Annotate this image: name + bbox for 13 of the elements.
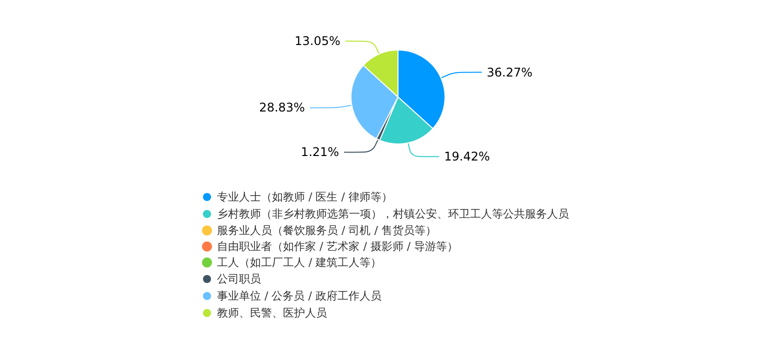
legend-label: 自由职业者（如作家 / 艺术家 / 摄影师 / 导游等） — [217, 240, 458, 253]
legend-label: 乡村教师（非乡村教师选第一项），村镇公安、环卫工人等公共服务人员 — [217, 208, 569, 220]
legend-label: 专业人士（如教师 / 医生 / 律师等） — [217, 190, 392, 204]
legend-label: 公司职员 — [217, 272, 261, 286]
legend-label: 服务业人员（餐饮服务员 / 司机 / 售货员等） — [217, 224, 436, 237]
data-label: 28.83% — [259, 100, 305, 115]
legend-label: 教师、民警、医护人员 — [217, 306, 327, 320]
data-label: 13.05% — [294, 34, 340, 48]
data-label: 1.21% — [300, 145, 340, 160]
legend-label: 工人（如工厂工人 / 建筑工人等） — [217, 256, 382, 269]
legend-label: 事业单位 / 公务员 / 政府工作人员 — [217, 290, 382, 302]
data-label: 36.27% — [486, 65, 533, 80]
data-label: 19.42% — [444, 150, 490, 164]
